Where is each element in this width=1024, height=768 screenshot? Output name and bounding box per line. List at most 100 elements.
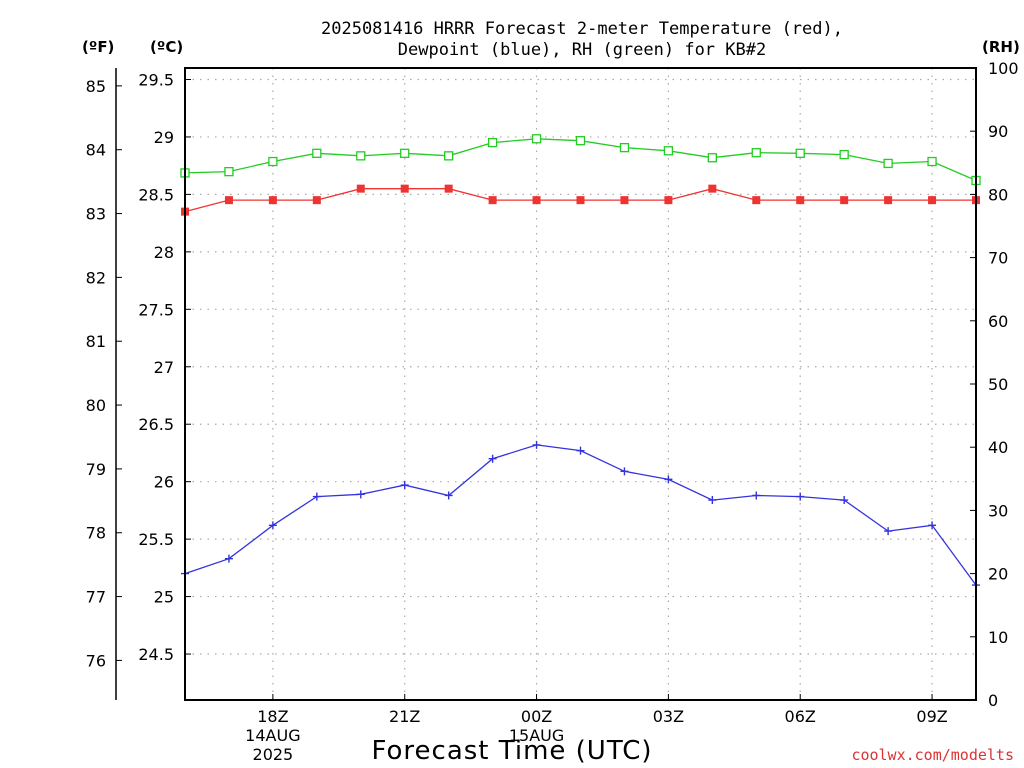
rh-point — [619, 142, 630, 153]
dewpoint-point — [312, 492, 321, 501]
fahrenheit-tick-label: 78 — [86, 524, 106, 543]
temperature-point — [840, 196, 849, 205]
rh-point — [444, 151, 454, 161]
rh-point — [268, 156, 278, 167]
celsius-tick-label: 26.5 — [138, 415, 174, 434]
rh-point — [839, 149, 849, 160]
temperature-point — [796, 196, 805, 205]
rh-point — [575, 136, 586, 146]
dewpoint-point — [796, 492, 805, 501]
temperature-point — [664, 196, 673, 205]
temperature-point — [312, 196, 321, 205]
celsius-tick-label: 28.5 — [138, 185, 174, 204]
rh-tick-label: 30 — [988, 501, 1008, 520]
dewpoint-point — [664, 475, 673, 484]
dewpoint-point — [576, 446, 585, 455]
rh-tick-label: 70 — [988, 249, 1008, 268]
rh-unit-label: (RH) — [982, 38, 1020, 56]
fahrenheit-tick-label: 81 — [86, 332, 106, 351]
celsius-unit-label: (ºC) — [150, 38, 183, 56]
rh-point — [795, 148, 805, 158]
rh-point — [883, 158, 893, 169]
rh-point — [356, 151, 366, 161]
time-tick-label: 21Z — [389, 707, 420, 726]
celsius-tick-label: 29.5 — [138, 70, 174, 89]
dewpoint-point — [356, 490, 365, 499]
celsius-tick-label: 28 — [154, 243, 174, 262]
rh-tick-label: 80 — [988, 185, 1008, 204]
rh-point — [224, 166, 234, 177]
time-tick-label: 18Z — [257, 707, 288, 726]
plot-frame — [184, 67, 977, 701]
time-tick-label: 15AUG — [509, 726, 564, 745]
rh-axis-ticks: 0 10 20 30 40 50 60 70 80 90 100 — [970, 59, 1019, 710]
fahrenheit-tick-label: 85 — [86, 77, 106, 96]
rh-point — [707, 153, 717, 163]
x-axis-title: Forecast Time (UTC) — [371, 736, 652, 766]
dewpoint-point — [708, 496, 717, 505]
dewpoint-point — [532, 440, 541, 449]
fahrenheit-tick-label: 82 — [86, 268, 106, 287]
dewpoint-series — [181, 440, 980, 590]
temperature-point — [532, 196, 541, 205]
temperature-point — [884, 196, 893, 205]
fahrenheit-tick-label: 84 — [86, 141, 106, 160]
time-tick-label: 2025 — [253, 745, 294, 764]
dewpoint-point — [488, 454, 497, 463]
rh-tick-label: 60 — [988, 312, 1008, 331]
temperature-point — [488, 196, 497, 205]
rh-point — [751, 148, 761, 158]
temperature-point — [224, 196, 233, 205]
fahrenheit-tick-label: 79 — [86, 460, 106, 479]
chart-title-line-1: 2025081416 HRRR Forecast 2-meter Tempera… — [321, 19, 843, 39]
time-tick-label: 09Z — [916, 707, 947, 726]
chart-title-line-2: Dewpoint (blue), RH (green) for KB#2 — [398, 40, 766, 60]
rh-point — [487, 137, 498, 148]
time-tick-label: 06Z — [785, 707, 816, 726]
dewpoint-line — [184, 444, 977, 586]
celsius-tick-label: 27.5 — [138, 300, 174, 319]
time-tick-label: 14AUG — [245, 726, 300, 745]
rh-tick-label: 90 — [988, 122, 1008, 141]
rh-tick-label: 20 — [988, 565, 1008, 584]
dewpoint-point — [268, 521, 277, 530]
temperature-point — [268, 196, 277, 205]
dewpoint-point — [752, 491, 761, 500]
source-credit: coolwx.com/modelts — [851, 746, 1014, 764]
fahrenheit-unit-label: (ºF) — [82, 38, 114, 56]
temperature-point — [356, 184, 365, 193]
celsius-tick-label: 29 — [154, 128, 174, 147]
temperature-point — [752, 196, 761, 205]
temperature-series — [181, 184, 980, 216]
temperature-point — [400, 184, 409, 193]
celsius-tick-label: 24.5 — [138, 645, 174, 664]
rh-point — [312, 148, 322, 158]
dewpoint-point — [928, 521, 937, 530]
fahrenheit-tick-label: 83 — [86, 205, 106, 224]
dewpoint-point — [840, 496, 849, 505]
rh-point — [400, 148, 410, 158]
time-tick-label: 00Z — [521, 707, 552, 726]
rh-series — [180, 134, 981, 186]
temperature-point — [928, 196, 937, 205]
dewpoint-point — [620, 467, 629, 476]
fahrenheit-tick-label: 80 — [86, 396, 106, 415]
celsius-axis-ticks: 24.5 25 25.5 26 26.5 27 27.5 28 28.5 29 29.5 — [138, 70, 191, 664]
temperature-point — [708, 184, 717, 193]
dewpoint-point — [400, 481, 409, 490]
data-series — [180, 134, 981, 590]
dewpoint-point — [444, 491, 453, 500]
celsius-tick-label: 26 — [154, 473, 174, 492]
rh-tick-label: 50 — [988, 375, 1008, 394]
rh-point — [531, 134, 542, 144]
fahrenheit-tick-label: 76 — [86, 651, 106, 670]
grid-lines — [185, 68, 976, 700]
fahrenheit-tick-label: 77 — [86, 588, 106, 607]
time-tick-label: 03Z — [653, 707, 684, 726]
temperature-point — [576, 196, 585, 205]
rh-point — [663, 146, 674, 156]
temperature-point — [444, 184, 453, 193]
rh-tick-label: 100 — [988, 59, 1019, 78]
celsius-tick-label: 25.5 — [138, 530, 174, 549]
